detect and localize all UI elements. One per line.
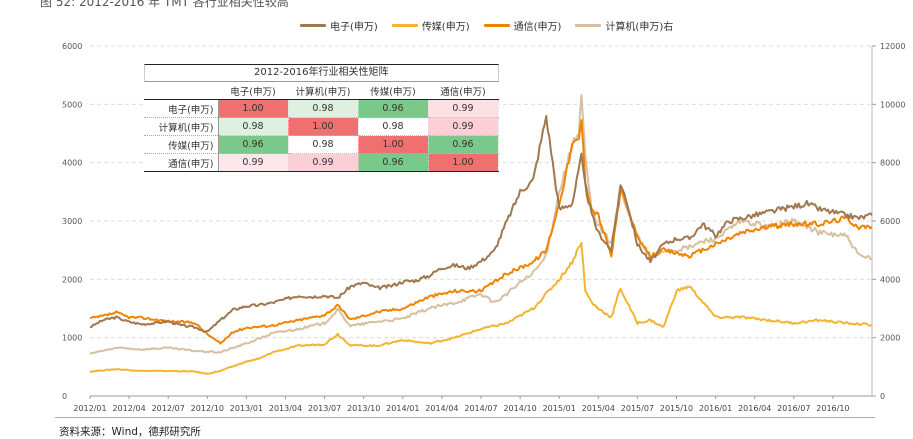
y-tick-label-left: 1000 (62, 334, 82, 343)
legend-swatch-media (391, 23, 418, 27)
series-line (89, 242, 873, 375)
y-tick-label-left: 0 (62, 392, 67, 401)
x-tick-label: 2012/10 (191, 404, 224, 413)
y-tick-label-right: 6000 (880, 217, 900, 226)
x-tick-label: 2013/10 (347, 404, 380, 413)
figure-title: 图 52: 2012-2016 年 TMT 各行业相关性较高 (40, 0, 289, 9)
table-cell: 0.96 (358, 99, 429, 118)
table-cell: 0.98 (358, 117, 429, 136)
x-tick-label: 2016/10 (816, 404, 849, 413)
x-tick-label: 2013/07 (308, 404, 341, 413)
table-cell: 0.96 (428, 135, 499, 154)
table-row: 电子(申万) 1.00 0.98 0.96 0.99 (144, 99, 499, 118)
legend-item-telecom: 通信(申万) (483, 18, 562, 33)
table-col-header: 电子(申万) (218, 82, 288, 100)
x-tick-label: 2014/10 (503, 404, 536, 413)
x-tick-label: 2016/04 (738, 404, 771, 413)
legend-label-telecom: 通信(申万) (513, 21, 562, 33)
y-tick-label-left: 4000 (62, 159, 82, 168)
table-cell: 0.98 (288, 99, 359, 118)
table-cell: 1.00 (428, 153, 499, 172)
correlation-table-title: 2012-2016年行业相关性矩阵 (144, 64, 499, 82)
chart-legend: 电子(申万) 传媒(申万) 通信(申万) 计算机(申万)右 (300, 17, 673, 33)
divider-line (55, 417, 875, 418)
legend-swatch-computer (575, 23, 602, 27)
table-row-header: 通信(申万) (144, 153, 219, 172)
x-tick-label: 2016/07 (777, 404, 810, 413)
table-corner (144, 82, 218, 100)
table-cell: 0.99 (218, 153, 289, 172)
y-tick-label-left: 5000 (62, 100, 82, 109)
source-note: 资料来源：Wind，德邦研究所 (59, 426, 201, 438)
table-cell: 1.00 (288, 117, 359, 136)
x-tick-label: 2016/01 (699, 404, 732, 413)
table-cell: 0.98 (218, 117, 289, 136)
table-cell: 1.00 (358, 135, 429, 154)
x-tick-label: 2013/04 (269, 404, 302, 413)
y-tick-label-left: 2000 (62, 275, 82, 284)
legend-item-media: 传媒(申万) (391, 18, 470, 33)
y-tick-label-right: 2000 (880, 334, 900, 343)
x-tick-label: 2015/01 (543, 404, 576, 413)
y-tick-label-right: 10000 (880, 100, 905, 109)
table-col-header: 传媒(申万) (358, 82, 428, 100)
table-cell: 0.99 (428, 117, 499, 136)
correlation-matrix-table: 2012-2016年行业相关性矩阵 电子(申万) 计算机(申万) 传媒(申万) … (144, 64, 499, 172)
x-tick-label: 2012/04 (112, 404, 145, 413)
legend-swatch-telecom (483, 23, 510, 27)
legend-label-electronics: 电子(申万) (330, 21, 378, 33)
legend-label-computer: 计算机(申万)右 (605, 21, 674, 33)
x-tick-label: 2013/01 (230, 404, 263, 413)
x-tick-label: 2015/07 (621, 404, 654, 413)
table-col-header: 计算机(申万) (288, 82, 358, 100)
y-tick-label-right: 12000 (880, 42, 905, 51)
table-cell: 0.99 (428, 99, 499, 118)
y-tick-label-left: 3000 (62, 217, 82, 226)
x-tick-label: 2015/10 (660, 404, 693, 413)
y-tick-label-left: 6000 (62, 42, 82, 51)
table-cell: 0.96 (218, 135, 289, 154)
y-tick-label-right: 0 (880, 392, 885, 401)
table-row-header: 计算机(申万) (144, 117, 219, 136)
x-tick-label: 2014/01 (386, 404, 419, 413)
series-line (89, 115, 873, 333)
table-row: 传媒(申万) 0.96 0.98 1.00 0.96 (144, 135, 499, 154)
legend-item-electronics: 电子(申万) (300, 18, 378, 33)
legend-label-media: 传媒(申万) (421, 21, 470, 33)
x-tick-label: 2014/04 (425, 404, 458, 413)
table-cell: 0.99 (288, 153, 359, 172)
legend-swatch-electronics (300, 23, 326, 27)
table-cell: 1.00 (218, 99, 289, 118)
table-row: 计算机(申万) 0.98 1.00 0.98 0.99 (144, 117, 499, 136)
x-tick-label: 2015/04 (582, 404, 615, 413)
table-col-header: 通信(申万) (428, 82, 498, 100)
table-row-header: 传媒(申万) (144, 135, 219, 154)
table-row: 通信(申万) 0.99 0.99 0.96 1.00 (144, 153, 499, 172)
x-tick-label: 2012/01 (73, 404, 106, 413)
x-tick-label: 2012/07 (152, 404, 185, 413)
y-tick-label-right: 8000 (880, 159, 900, 168)
series-line (89, 119, 873, 345)
table-cell: 0.98 (288, 135, 359, 154)
table-row-header: 电子(申万) (144, 99, 219, 118)
x-tick-label: 2014/07 (464, 404, 497, 413)
y-tick-label-right: 4000 (880, 275, 900, 284)
table-cell: 0.96 (358, 153, 429, 172)
legend-item-computer: 计算机(申万)右 (575, 18, 673, 33)
